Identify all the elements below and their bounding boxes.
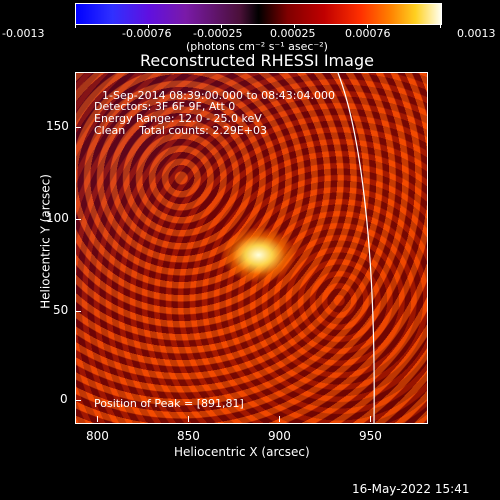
clean-counts-text: Clean Total counts: 2.29E+03 [94, 124, 268, 137]
colorbar-units: (photons cm⁻² s⁻¹ asec⁻²) [186, 40, 328, 53]
x-tick-label: 800 [86, 429, 109, 443]
colorbar-tick-label: -0.00025 [193, 27, 243, 40]
x-tick [188, 416, 189, 422]
plot-title: Reconstructed RHESSI Image [140, 51, 374, 70]
rhessi-image-map [75, 72, 428, 424]
y-tick [75, 311, 81, 312]
colorbar-tick [148, 24, 149, 28]
colorbar-tick-label: -0.0013 [2, 27, 45, 40]
x-tick-label: 850 [177, 429, 200, 443]
colorbar-tick [294, 24, 295, 28]
y-axis-label: Heliocentric Y (arcsec) [38, 174, 53, 309]
detectors-text: Detectors: 3F 6F 9F, Att 0 [94, 100, 236, 113]
solar-limb [337, 73, 375, 423]
colorbar-tick [367, 24, 368, 28]
x-tick [279, 416, 280, 422]
colorbar-tick-label: 0.00076 [345, 27, 391, 40]
x-tick-label: 900 [268, 429, 291, 443]
y-tick-label: 150 [46, 119, 69, 133]
energy-range-text: Energy Range: 12.0 - 25.0 keV [94, 112, 262, 125]
time-range-text: 1-Sep-2014 08:39:00.000 to 08:43:04.000 [102, 89, 335, 102]
colorbar-tick-label: 0.0013 [457, 27, 496, 40]
colorbar-tick [440, 24, 441, 28]
x-tick-label: 950 [359, 429, 382, 443]
y-tick-label: 50 [53, 303, 69, 317]
x-axis-label: Heliocentric X (arcsec) [174, 445, 310, 459]
y-tick [75, 219, 81, 220]
colorbar-tick-label: 0.00025 [270, 27, 316, 40]
footer-timestamp: 16-May-2022 15:41 [352, 482, 470, 496]
colorbar [75, 3, 442, 25]
y-tick-label: 0 [60, 392, 68, 406]
y-tick-label: 100 [46, 211, 69, 225]
x-tick [97, 416, 98, 422]
x-tick [370, 416, 371, 422]
peak-position-text: Position of Peak = [891,81] [94, 397, 244, 410]
y-tick [75, 127, 81, 128]
colorbar-tick [75, 24, 76, 28]
colorbar-tick-label: -0.00076 [122, 27, 172, 40]
colorbar-tick [221, 24, 222, 28]
y-tick [75, 400, 81, 401]
